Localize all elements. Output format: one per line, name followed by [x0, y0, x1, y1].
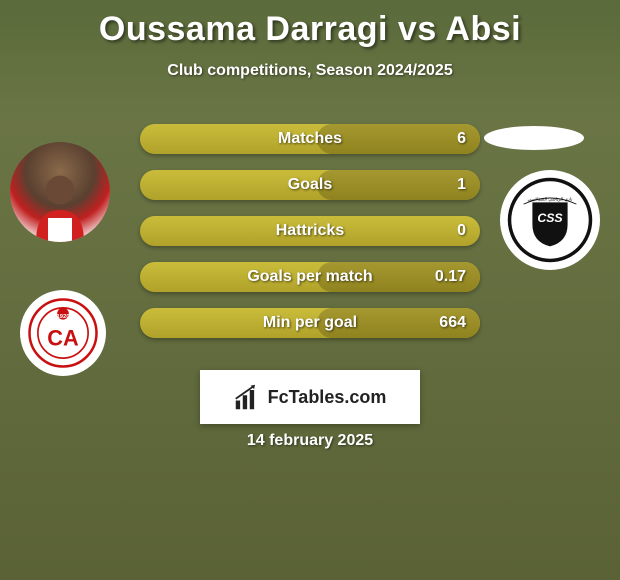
bar-hattricks: Hattricks 0 — [140, 216, 480, 246]
bar-value: 664 — [439, 308, 466, 338]
bar-value: 6 — [457, 124, 466, 154]
comparison-card: Oussama Darragi vs Absi Club competition… — [0, 0, 620, 580]
bar-fill — [317, 170, 480, 200]
bar-value: 0 — [457, 216, 466, 246]
club-left-label: CA — [47, 326, 79, 351]
footer-date: 14 february 2025 — [0, 432, 620, 450]
bar-matches: Matches 6 — [140, 124, 480, 154]
bars-icon — [234, 383, 262, 411]
subtitle: Club competitions, Season 2024/2025 — [0, 62, 620, 80]
page-title: Oussama Darragi vs Absi — [0, 10, 620, 49]
svg-text:1920: 1920 — [56, 314, 70, 320]
brand-label: FcTables.com — [268, 387, 387, 408]
bar-goals-per-match: Goals per match 0.17 — [140, 262, 480, 292]
bar-value: 0.17 — [435, 262, 466, 292]
club-badge-left-icon: 1920 CA — [27, 297, 99, 369]
club-logo-left: 1920 CA — [20, 290, 106, 376]
person-icon — [20, 162, 100, 242]
bar-fill — [317, 124, 480, 154]
club-badge-right-icon: CSS نادي الرياضي الصفاقسي — [506, 176, 594, 264]
bar-value: 1 — [457, 170, 466, 200]
svg-text:نادي الرياضي الصفاقسي: نادي الرياضي الصفاقسي — [528, 197, 573, 202]
stat-bars: Matches 6 Goals 1 Hattricks 0 Goals per … — [140, 124, 480, 354]
bar-goals: Goals 1 — [140, 170, 480, 200]
club-right-label: CSS — [537, 211, 563, 225]
brand-badge: FcTables.com — [200, 370, 420, 424]
bar-min-per-goal: Min per goal 664 — [140, 308, 480, 338]
player-photo-left — [10, 142, 110, 242]
bar-label: Hattricks — [140, 216, 480, 246]
club-logo-right: CSS نادي الرياضي الصفاقسي — [500, 170, 600, 270]
player-photo-right — [484, 126, 584, 150]
player-photo-graphic — [10, 142, 110, 242]
